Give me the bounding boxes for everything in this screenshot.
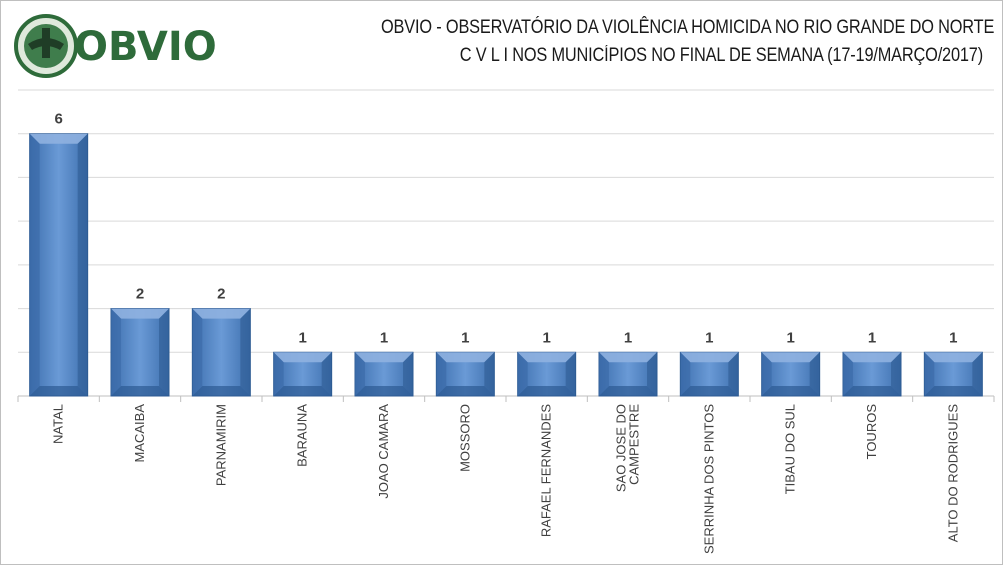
category-label: PARNAMIRIM (213, 404, 228, 486)
data-label: 1 (461, 329, 469, 346)
category-label: RAFAEL FERNANDES (539, 404, 554, 537)
bar (191, 308, 251, 397)
bar (761, 351, 821, 397)
category-label: MACAIBA (132, 404, 147, 463)
obvio-logo: OBVIO (14, 10, 224, 80)
bar (517, 351, 577, 397)
category-label: TOUROS (864, 404, 879, 460)
category-label: TIBAU DO SUL (783, 404, 798, 494)
category-label: BARAUNA (295, 404, 310, 467)
bar (29, 133, 89, 397)
data-label: 1 (624, 329, 632, 346)
data-label: 2 (217, 286, 225, 303)
category-label: NATAL (51, 404, 66, 444)
logo-wordmark: OBVIO (74, 24, 217, 70)
bar (110, 308, 170, 397)
data-label: 6 (54, 111, 62, 128)
category-label: ALTO DO RODRIGUES (945, 404, 960, 543)
bar (273, 351, 333, 397)
bar (923, 351, 983, 397)
data-label: 1 (868, 329, 876, 346)
bar (435, 351, 495, 397)
data-label: 1 (949, 329, 957, 346)
category-label: SAO JOSE DOCAMPESTRE (614, 404, 642, 492)
data-label: 1 (380, 329, 388, 346)
chart-titles: OBVIO - OBSERVATÓRIO DA VIOLÊNCIA HOMICI… (283, 14, 995, 70)
chart-title: OBVIO - OBSERVATÓRIO DA VIOLÊNCIA HOMICI… (381, 17, 995, 38)
bars (29, 133, 983, 397)
gridlines (17, 89, 995, 402)
bar (842, 351, 902, 397)
bar (598, 351, 658, 397)
category-labels: NATAL MACAIBA PARNAMIRIM BARAUNA JOAO CAMARA… (51, 404, 961, 554)
bar (679, 351, 739, 397)
data-label: 1 (786, 329, 794, 346)
category-label: JOAO CAMARA (376, 404, 391, 499)
category-label: MOSSORO (457, 404, 472, 472)
data-labels: 6 2 2 1 1 1 1 1 1 1 1 1 (54, 111, 957, 347)
data-label: 1 (705, 329, 713, 346)
category-label: SERRINHA DOS PINTOS (701, 404, 716, 554)
bar (354, 351, 414, 397)
data-label: 1 (298, 329, 306, 346)
data-label: 2 (136, 286, 144, 303)
chart-subtitle: C V L I NOS MUNICÍPIOS NO FINAL DE SEMAN… (459, 45, 983, 66)
data-label: 1 (542, 329, 550, 346)
